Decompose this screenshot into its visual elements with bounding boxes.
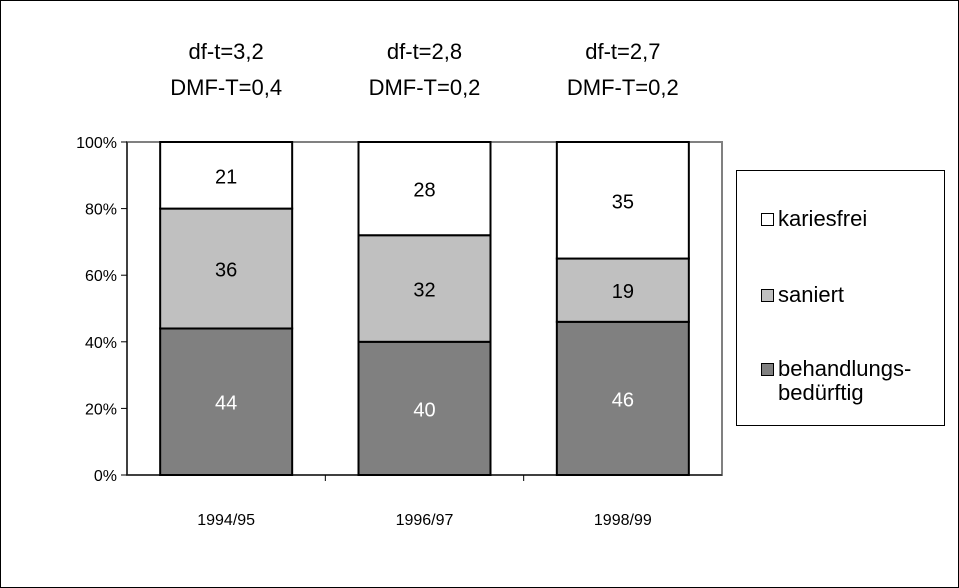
legend-label-saniert: saniert xyxy=(778,282,845,307)
data-label: 44 xyxy=(215,393,237,415)
data-label: 21 xyxy=(215,166,237,188)
y-tick-label: 0% xyxy=(94,468,117,485)
legend-swatch-saniert xyxy=(761,289,774,302)
data-label: 36 xyxy=(215,260,237,282)
bar-segment xyxy=(357,340,492,476)
x-tick-label: 1996/97 xyxy=(396,512,454,529)
bar-segment xyxy=(357,234,492,343)
x-tick-label: 1998/99 xyxy=(594,512,652,529)
data-label: 19 xyxy=(612,281,634,303)
legend-swatch-behandlungsbeduerftig xyxy=(761,363,774,376)
x-tick-label: 1994/95 xyxy=(197,512,255,529)
legend-label-kariesfrei: kariesfrei xyxy=(778,206,868,231)
bar-segment xyxy=(159,141,294,210)
bar-segment xyxy=(357,141,492,237)
data-label: 32 xyxy=(413,280,435,302)
data-label: 35 xyxy=(612,191,634,213)
annotation-df-t: df-t=3,2 xyxy=(189,39,264,64)
y-tick-label: 20% xyxy=(85,401,117,418)
y-tick-label: 60% xyxy=(85,268,117,285)
legend-item-saniert: saniert xyxy=(761,283,844,307)
data-label: 28 xyxy=(413,180,435,202)
legend-item-behandlungsbeduerftig: behandlungs- bedürftig xyxy=(761,357,911,405)
data-label: 40 xyxy=(413,399,435,421)
bar-segment xyxy=(555,141,690,260)
bar-segment xyxy=(555,320,690,476)
legend-item-kariesfrei: kariesfrei xyxy=(761,207,867,231)
legend-label-behandlungsbeduerftig: behandlungs- bedürftig xyxy=(778,356,912,405)
legend: kariesfrei saniert behandlungs- bedürfti… xyxy=(736,170,945,426)
bar-segment xyxy=(555,257,690,323)
bar-segment xyxy=(159,327,294,477)
annotation-dmf-t: DMF-T=0,2 xyxy=(369,75,481,100)
y-tick-label: 40% xyxy=(85,335,117,352)
bar-segment xyxy=(159,207,294,330)
y-tick-label: 80% xyxy=(85,202,117,219)
data-label: 46 xyxy=(612,389,634,411)
annotation-df-t: df-t=2,7 xyxy=(585,39,660,64)
annotation-dmf-t: DMF-T=0,2 xyxy=(567,75,679,100)
annotation-df-t: df-t=2,8 xyxy=(387,39,462,64)
y-tick-label: 100% xyxy=(76,135,117,152)
annotation-dmf-t: DMF-T=0,4 xyxy=(170,75,282,100)
legend-swatch-kariesfrei xyxy=(761,213,774,226)
